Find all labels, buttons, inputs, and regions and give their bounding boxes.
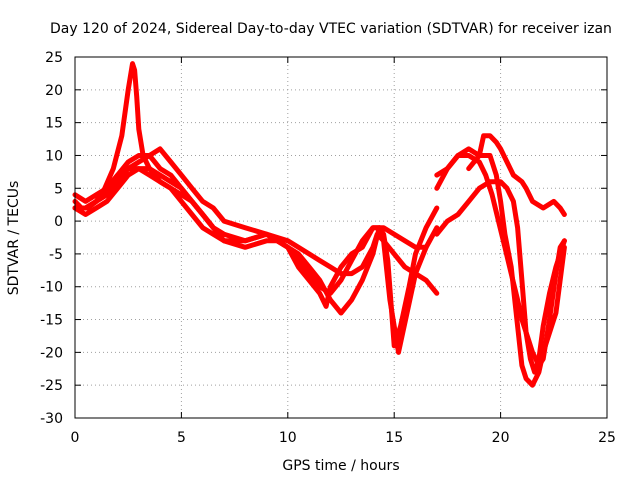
y-tick-label: -5 xyxy=(49,247,63,263)
series-layer xyxy=(72,61,567,388)
y-tick-label: 15 xyxy=(45,116,63,132)
series-arc-6 xyxy=(434,133,567,217)
y-tick-label: -10 xyxy=(40,280,63,296)
plot-frame xyxy=(74,56,608,419)
y-tick-label: -20 xyxy=(40,345,63,361)
series-arc-8 xyxy=(434,179,567,375)
y-tick-labels: -30 -25 -20 -15 -10 -5 0 5 10 15 20 25 xyxy=(40,50,63,427)
x-tick-label: 20 xyxy=(492,430,510,446)
x-tick-label: 10 xyxy=(279,430,297,446)
series-arc-9 xyxy=(466,153,567,388)
y-tick-label: 25 xyxy=(45,50,63,66)
x-tick-label: 25 xyxy=(598,430,616,446)
y-axis-label: SDTVAR / TECUs xyxy=(6,181,22,296)
series-arc-5 xyxy=(72,166,440,355)
y-tick-label: 20 xyxy=(45,83,63,99)
y-tick-label: 0 xyxy=(54,214,63,230)
axis-ticks xyxy=(74,56,608,419)
x-tick-labels: 0 5 10 15 20 25 xyxy=(71,430,616,446)
y-tick-label: 5 xyxy=(54,181,63,197)
x-tick-label: 5 xyxy=(177,430,186,446)
x-tick-label: 15 xyxy=(385,430,403,446)
y-tick-label: 10 xyxy=(45,148,63,164)
x-axis-label: GPS time / hours xyxy=(282,458,399,474)
chart-title: Day 120 of 2024, Sidereal Day-to-day VTE… xyxy=(50,21,612,37)
y-tick-label: -15 xyxy=(40,313,63,329)
x-tick-label: 0 xyxy=(71,430,80,446)
y-tick-label: -30 xyxy=(40,411,63,427)
y-tick-label: -25 xyxy=(40,378,63,394)
